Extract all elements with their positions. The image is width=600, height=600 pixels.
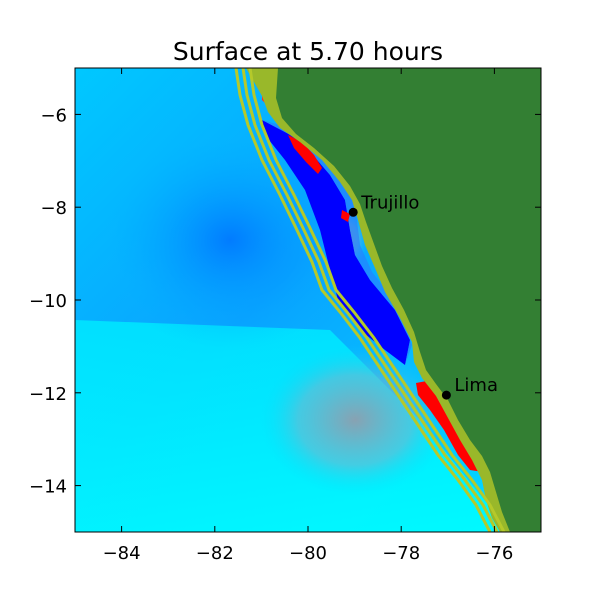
x-tick-label: −84 [103, 543, 141, 564]
city-marker-lima [441, 390, 451, 400]
plot-area: Trujillo Lima [75, 68, 541, 532]
y-axis-ticks: −6 −8 −10 −12 −14 [29, 105, 541, 498]
ocean-deep-region [100, 130, 360, 350]
x-axis-ticks: −84 −82 −80 −78 −76 [103, 68, 513, 564]
chart-title: Surface at 5.70 hours [173, 37, 443, 66]
x-tick-label: −76 [475, 543, 513, 564]
y-tick-label: −10 [29, 291, 67, 312]
y-tick-label: −6 [40, 105, 67, 126]
y-tick-label: −8 [40, 198, 67, 219]
city-label-lima: Lima [454, 375, 498, 396]
cities-layer: Trujillo Lima [348, 192, 498, 400]
y-tick-label: −12 [29, 384, 67, 405]
x-tick-label: −82 [196, 543, 234, 564]
trough-region [262, 120, 410, 365]
x-tick-label: −78 [382, 543, 420, 564]
crest-region-north [288, 135, 322, 174]
city-label-trujillo: Trujillo [360, 192, 419, 213]
contour-line-1 [234, 68, 492, 532]
land [276, 68, 541, 532]
contour-line-2 [241, 68, 499, 532]
contour-line-3 [248, 68, 506, 532]
y-tick-label: −14 [29, 477, 67, 498]
x-tick-label: −80 [289, 543, 327, 564]
city-marker-trujillo [348, 207, 358, 217]
crest-region-trujillo [341, 210, 350, 222]
